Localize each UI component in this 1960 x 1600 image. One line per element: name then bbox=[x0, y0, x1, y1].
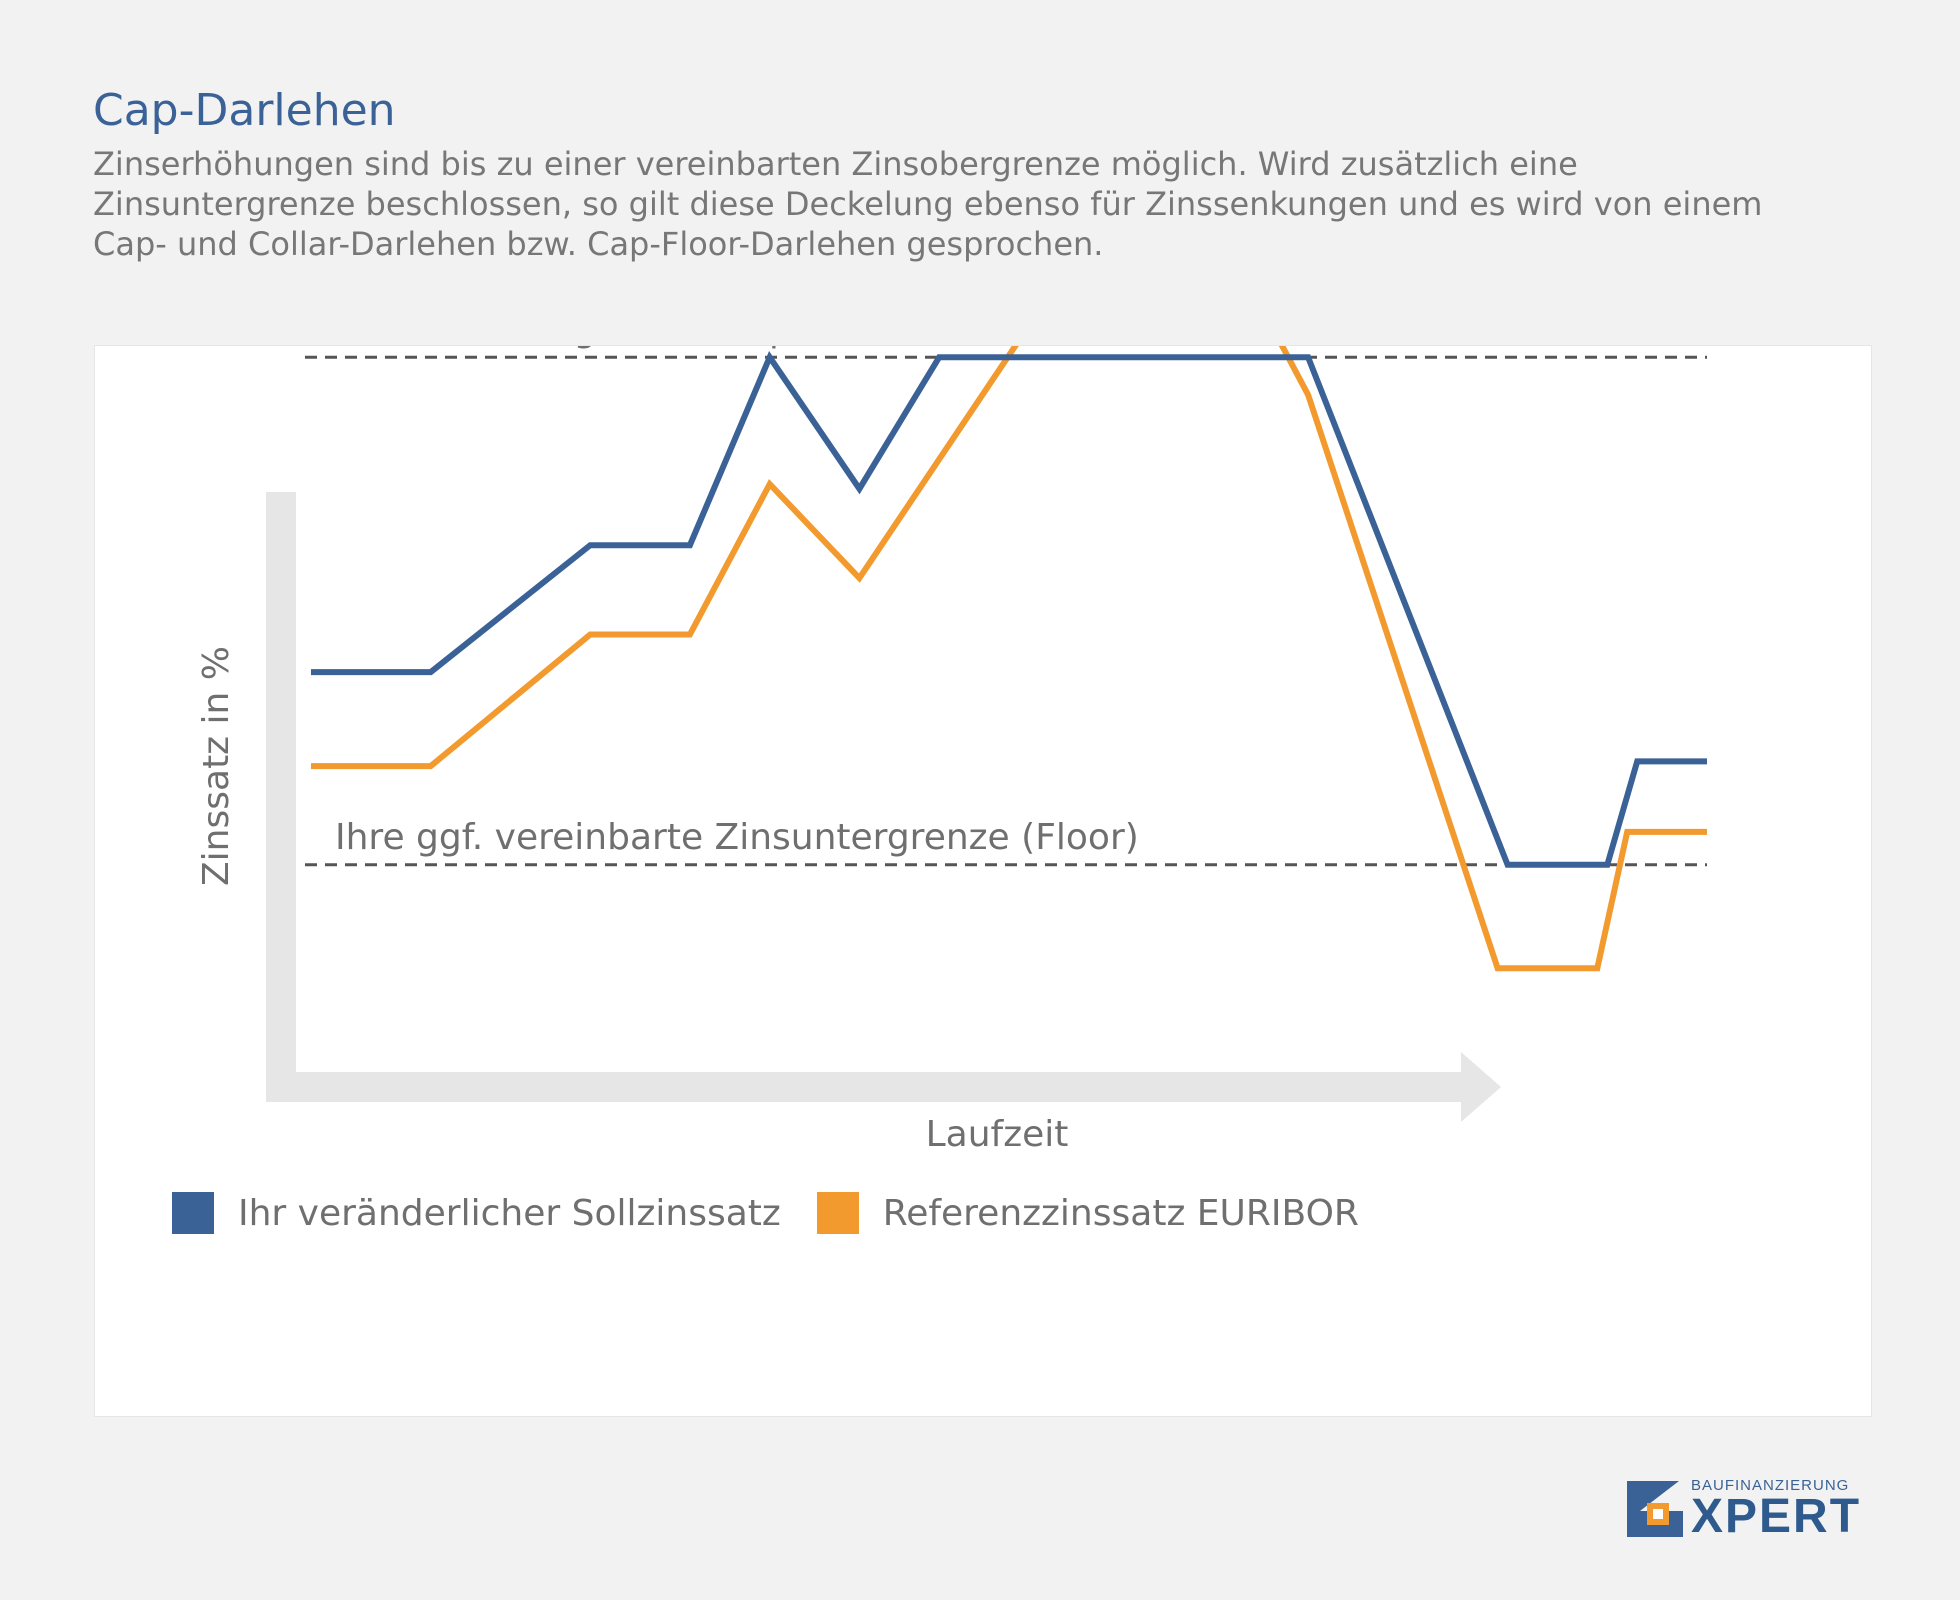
legend-swatch-blue bbox=[172, 1192, 214, 1234]
y-axis-bar bbox=[266, 492, 296, 1102]
page-description: Zinserhöhungen sind bis zu einer vereinb… bbox=[93, 145, 1763, 263]
legend-item-euribor: Referenzzinssatz EURIBOR bbox=[816, 1192, 1359, 1234]
logo-top-text: BAUFINANZIERUNG bbox=[1691, 1477, 1850, 1494]
floor-label: Ihre ggf. vereinbarte Zinsuntergrenze (F… bbox=[335, 817, 1139, 858]
y-axis-label: Zinssatz in % bbox=[196, 646, 237, 886]
house-logo-icon bbox=[1627, 1481, 1683, 1537]
chart-axes bbox=[266, 492, 1501, 1122]
series-line-0 bbox=[311, 350, 1707, 868]
chart-legend: Ihr veränderlicher Sollzinssatz Referenz… bbox=[172, 1192, 1395, 1234]
logo-main-text: XPERT bbox=[1691, 1490, 1862, 1543]
cap-label: Ihre Zinsobergrenze (Cap) bbox=[335, 346, 806, 350]
chart-svg: Ihre Zinsobergrenze (Cap) Ihre ggf. verei… bbox=[196, 346, 1707, 1155]
series-lines bbox=[311, 346, 1707, 972]
x-axis-label: Laufzeit bbox=[926, 1114, 1069, 1155]
legend-swatch-orange bbox=[816, 1192, 859, 1234]
chart-panel: Ihre Zinsobergrenze (Cap) Ihre ggf. verei… bbox=[94, 345, 1872, 1417]
page-title: Cap-Darlehen bbox=[93, 85, 396, 136]
legend-label-euribor: Referenzzinssatz EURIBOR bbox=[882, 1192, 1359, 1234]
reference-lines: Ihre Zinsobergrenze (Cap) Ihre ggf. verei… bbox=[305, 346, 1707, 867]
x-axis-bar bbox=[266, 1072, 1461, 1102]
legend-label-sollzins: Ihr veränderlicher Sollzinssatz bbox=[238, 1192, 781, 1234]
brand-logo: BAUFINANZIERUNG XPERT bbox=[1627, 1477, 1872, 1543]
x-axis-arrow bbox=[1461, 1052, 1501, 1122]
series-line-1 bbox=[311, 346, 1707, 972]
legend-item-sollzins: Ihr veränderlicher Sollzinssatz bbox=[172, 1192, 781, 1234]
